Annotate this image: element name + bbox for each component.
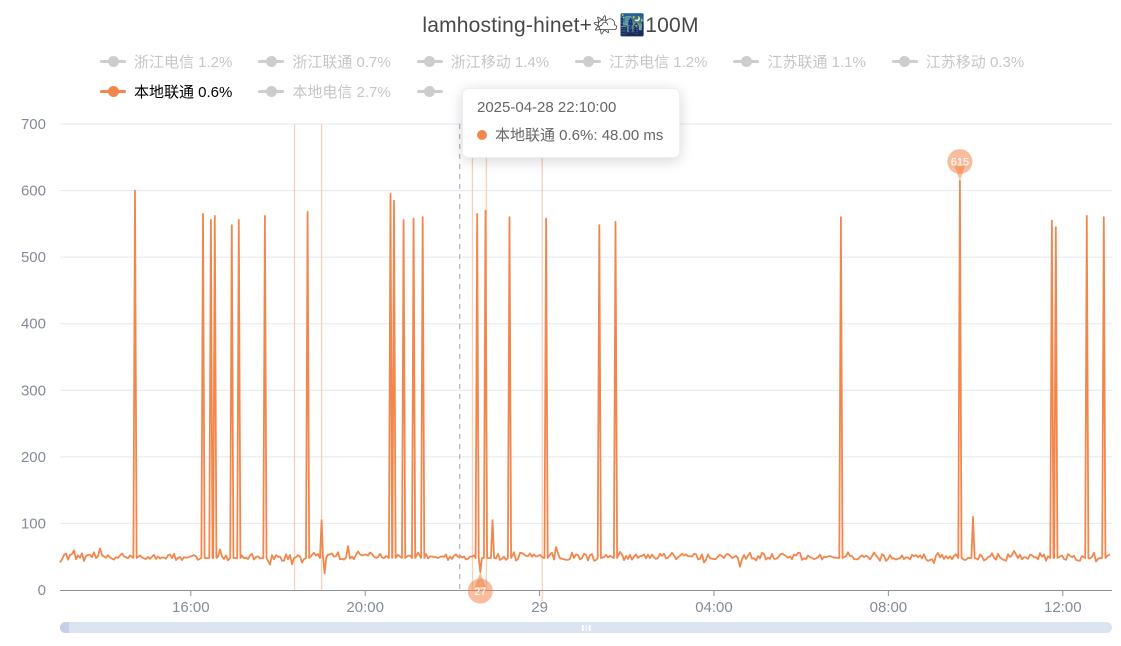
series-dot-icon	[477, 129, 487, 140]
tooltip-series-value: 本地联通 0.6%: 48.00 ms	[495, 127, 664, 144]
y-tick-label: 300	[21, 382, 46, 399]
line-series-icon	[258, 85, 285, 97]
legend-item[interactable]: 江苏联通 1.1%	[733, 51, 866, 72]
pin-value-label: 615	[951, 157, 969, 169]
tooltip-series-row: 本地联通 0.6%: 48.00 ms	[477, 124, 663, 145]
datazoom-slider[interactable]	[60, 622, 1112, 633]
legend-item-label: 浙江联通 0.7%	[292, 53, 391, 71]
y-tick-label: 700	[21, 116, 46, 133]
line-series-icon	[416, 55, 443, 67]
legend-item-label: 江苏移动 0.3%	[925, 53, 1025, 71]
pin-balloon	[947, 149, 973, 175]
legend-item-label: 浙江移动 1.4%	[450, 53, 550, 71]
x-tick-label: 08:00	[870, 599, 908, 616]
y-tick-label: 200	[21, 449, 46, 466]
y-axis-labels: 0 100 200 300 400 500 600 700	[21, 116, 46, 599]
y-tick-label: 600	[21, 183, 46, 200]
legend-item[interactable]	[416, 85, 451, 97]
x-tick-label: 12:00	[1044, 599, 1082, 616]
legend-item[interactable]: 浙江联通 0.7%	[258, 51, 391, 72]
legend-item-label: 浙江电信 1.2%	[134, 53, 233, 71]
legend-item[interactable]: 江苏移动 0.3%	[891, 51, 1025, 72]
line-series-icon	[100, 85, 126, 97]
line-series-icon	[733, 55, 760, 67]
legend-item[interactable]: 本地联通 0.6%	[100, 81, 232, 102]
tooltip-timestamp: 2025-04-28 22:10:00	[477, 99, 617, 116]
line-series-icon	[258, 55, 285, 67]
legend: 浙江电信 1.2% 浙江联通 0.7% 浙江移动 1.4% 江苏电信 1.2% 江苏联通…	[100, 50, 1070, 110]
line-series-icon	[100, 55, 126, 67]
pin-balloon	[467, 578, 493, 604]
x-tick-label: 20:00	[346, 599, 384, 616]
event-marklines	[293, 124, 543, 601]
x-tick-label: 16:00	[172, 599, 210, 616]
legend-item[interactable]: 浙江移动 1.4%	[416, 51, 550, 72]
legend-item[interactable]: 浙江电信 1.2%	[100, 51, 232, 72]
gridlines	[60, 123, 1112, 524]
legend-row: 浙江电信 1.2% 浙江联通 0.7% 浙江移动 1.4% 江苏电信 1.2% 江苏联通…	[100, 50, 1070, 72]
max-markpoint: 615	[947, 149, 973, 181]
y-tick-label: 400	[21, 316, 46, 333]
x-tick-label: 04:00	[695, 599, 733, 616]
legend-item-label: 江苏联通 1.1%	[767, 53, 866, 71]
legend-item[interactable]: 本地电信 2.7%	[258, 81, 391, 102]
datazoom-left-handle[interactable]	[60, 622, 69, 633]
legend-item-label: 江苏电信 1.2%	[609, 53, 708, 71]
legend-item[interactable]: 江苏电信 1.2%	[575, 51, 707, 72]
y-tick-label: 500	[21, 249, 46, 266]
legend-item-label: 本地电信 2.7%	[292, 83, 391, 101]
line-series-icon	[416, 85, 443, 97]
legend-row: 本地联通 0.6% 本地电信 2.7%	[100, 80, 1070, 102]
x-tick-label: 29	[531, 599, 548, 616]
pin-value-label: 27	[474, 586, 486, 598]
chart-title: lamhosting-hinet+🌤🌃100M	[422, 14, 699, 37]
min-markpoint: 27	[467, 572, 493, 604]
legend-item-label: 本地联通 0.6%	[134, 83, 233, 101]
line-series-icon	[575, 55, 602, 67]
line-series-icon	[891, 55, 918, 67]
tooltip: 2025-04-28 22:10:00 本地联通 0.6%: 48.00 ms	[462, 88, 681, 158]
latency-line-series	[59, 179, 1111, 575]
x-axis: 16:00 20:00 29 04:00 08:00 12:00	[60, 590, 1112, 616]
y-tick-label: 100	[21, 515, 46, 532]
y-tick-label: 0	[38, 582, 46, 599]
datazoom-grip-icon[interactable]	[581, 624, 591, 631]
